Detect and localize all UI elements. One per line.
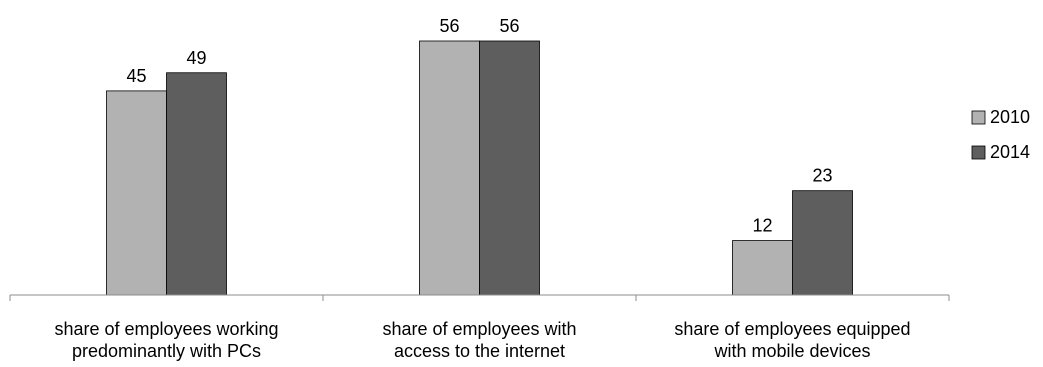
value-labels-layer: 45 49 56 56 12 23 [126, 16, 832, 236]
bar-2010-0 [106, 90, 167, 296]
bar-2014-1 [479, 40, 540, 296]
category-label-1: share of employees with access to the int… [382, 319, 576, 361]
data-label-2010-1: 56 [439, 16, 459, 36]
category-labels-layer: share of employees working predominantly … [54, 319, 910, 361]
legend-label-2014: 2014 [990, 142, 1030, 162]
data-label-2010-2: 12 [752, 216, 772, 236]
x-axis [9, 294, 950, 301]
bars-layer [106, 40, 853, 296]
legend-swatch-2010 [971, 110, 986, 125]
category-label-2: share of employees equipped with mobile d… [674, 319, 910, 361]
category-label-0: share of employees working predominantly … [54, 319, 278, 361]
data-label-2010-0: 45 [126, 66, 146, 86]
bar-2010-1 [419, 40, 480, 296]
data-label-2014-1: 56 [499, 16, 519, 36]
bar-2014-2 [792, 190, 853, 296]
bar-2010-2 [732, 240, 793, 296]
data-label-2014-0: 49 [186, 48, 206, 68]
legend: 2010 2014 [971, 107, 1030, 162]
legend-label-2010: 2010 [990, 107, 1030, 127]
data-label-2014-2: 23 [812, 166, 832, 186]
legend-swatch-2014 [971, 145, 986, 160]
bar-2014-0 [166, 72, 227, 296]
